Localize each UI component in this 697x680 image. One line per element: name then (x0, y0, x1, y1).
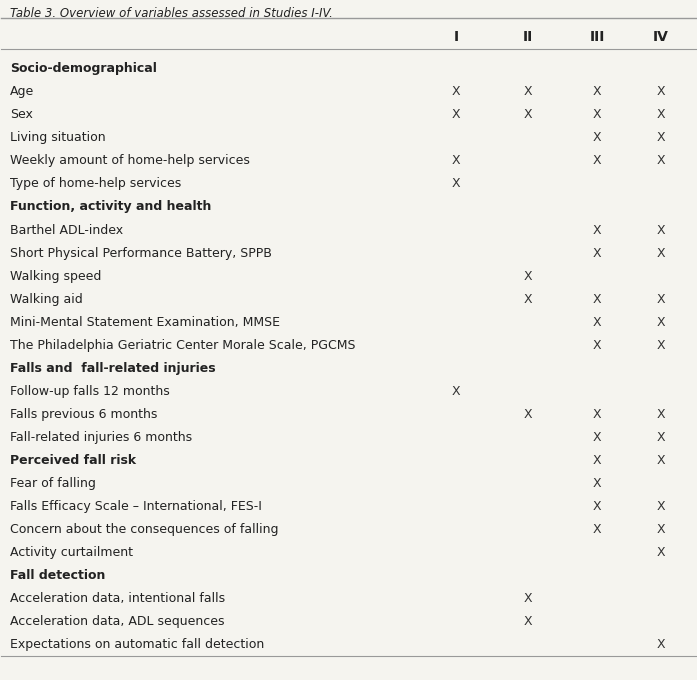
Text: X: X (523, 269, 532, 283)
Text: Falls previous 6 months: Falls previous 6 months (10, 408, 157, 421)
Text: Table 3. Overview of variables assessed in Studies I-IV.: Table 3. Overview of variables assessed … (10, 7, 332, 20)
Text: X: X (592, 500, 602, 513)
Text: X: X (452, 108, 461, 122)
Text: I: I (454, 30, 459, 44)
Text: X: X (523, 108, 532, 122)
Text: Follow-up falls 12 months: Follow-up falls 12 months (10, 385, 169, 398)
Text: Acceleration data, intentional falls: Acceleration data, intentional falls (10, 592, 225, 605)
Text: X: X (523, 292, 532, 305)
Text: II: II (523, 30, 533, 44)
Text: X: X (592, 224, 602, 237)
Text: X: X (657, 430, 665, 444)
Text: X: X (592, 247, 602, 260)
Text: Living situation: Living situation (10, 131, 105, 144)
Text: X: X (592, 454, 602, 466)
Text: The Philadelphia Geriatric Center Morale Scale, PGCMS: The Philadelphia Geriatric Center Morale… (10, 339, 355, 352)
Text: X: X (657, 292, 665, 305)
Text: X: X (592, 477, 602, 490)
Text: Expectations on automatic fall detection: Expectations on automatic fall detection (10, 638, 264, 651)
Text: X: X (452, 177, 461, 190)
Text: Acceleration data, ADL sequences: Acceleration data, ADL sequences (10, 615, 224, 628)
Text: Socio-demographical: Socio-demographical (10, 63, 157, 75)
Text: X: X (657, 316, 665, 328)
Text: Type of home-help services: Type of home-help services (10, 177, 181, 190)
Text: X: X (592, 292, 602, 305)
Text: X: X (657, 546, 665, 559)
Text: Falls Efficacy Scale – International, FES-I: Falls Efficacy Scale – International, FE… (10, 500, 261, 513)
Text: X: X (592, 523, 602, 536)
Text: X: X (452, 154, 461, 167)
Text: X: X (592, 408, 602, 421)
Text: X: X (592, 108, 602, 122)
Text: X: X (592, 86, 602, 99)
Text: Short Physical Performance Battery, SPPB: Short Physical Performance Battery, SPPB (10, 247, 272, 260)
Text: X: X (657, 454, 665, 466)
Text: X: X (657, 638, 665, 651)
Text: X: X (657, 500, 665, 513)
Text: III: III (590, 30, 605, 44)
Text: Fear of falling: Fear of falling (10, 477, 95, 490)
Text: Function, activity and health: Function, activity and health (10, 201, 211, 214)
Text: X: X (657, 108, 665, 122)
Text: Sex: Sex (10, 108, 33, 122)
Text: X: X (657, 224, 665, 237)
Text: X: X (592, 316, 602, 328)
Text: X: X (657, 154, 665, 167)
Text: Falls and  fall-related injuries: Falls and fall-related injuries (10, 362, 215, 375)
Text: X: X (657, 131, 665, 144)
Text: X: X (523, 408, 532, 421)
Text: Activity curtailment: Activity curtailment (10, 546, 132, 559)
Text: Concern about the consequences of falling: Concern about the consequences of fallin… (10, 523, 278, 536)
Text: X: X (657, 86, 665, 99)
Text: Walking speed: Walking speed (10, 269, 101, 283)
Text: Age: Age (10, 86, 34, 99)
Text: X: X (657, 523, 665, 536)
Text: X: X (592, 430, 602, 444)
Text: Walking aid: Walking aid (10, 292, 82, 305)
Text: X: X (657, 339, 665, 352)
Text: X: X (523, 615, 532, 628)
Text: Barthel ADL-index: Barthel ADL-index (10, 224, 123, 237)
Text: X: X (452, 86, 461, 99)
Text: Perceived fall risk: Perceived fall risk (10, 454, 136, 466)
Text: X: X (592, 154, 602, 167)
Text: IV: IV (653, 30, 669, 44)
Text: X: X (592, 131, 602, 144)
Text: Mini-Mental Statement Examination, MMSE: Mini-Mental Statement Examination, MMSE (10, 316, 279, 328)
Text: X: X (452, 385, 461, 398)
Text: Weekly amount of home-help services: Weekly amount of home-help services (10, 154, 250, 167)
Text: X: X (657, 247, 665, 260)
Text: X: X (523, 592, 532, 605)
Text: X: X (523, 86, 532, 99)
Text: X: X (657, 408, 665, 421)
Text: X: X (592, 339, 602, 352)
Text: Fall detection: Fall detection (10, 569, 105, 582)
Text: Fall-related injuries 6 months: Fall-related injuries 6 months (10, 430, 192, 444)
